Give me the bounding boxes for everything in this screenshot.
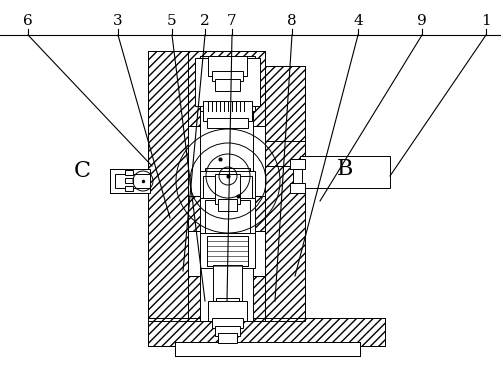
Text: 3: 3 (113, 14, 123, 28)
Bar (265, 66, 305, 166)
Bar (199, 233, 255, 268)
Bar (218, 306, 235, 318)
Bar (148, 51, 188, 321)
Text: 7: 7 (227, 14, 236, 28)
Bar (148, 51, 188, 321)
Bar (211, 71, 242, 81)
Bar (290, 183, 305, 193)
Bar (293, 159, 302, 193)
Bar (125, 186, 133, 191)
Bar (217, 333, 236, 343)
Bar (206, 236, 247, 266)
Text: 6: 6 (23, 14, 33, 28)
Bar (199, 198, 255, 236)
Bar (204, 200, 249, 234)
Text: 2: 2 (200, 14, 209, 28)
Bar (188, 196, 265, 231)
Bar (265, 141, 305, 321)
Bar (214, 79, 239, 91)
Bar (188, 196, 265, 231)
Text: 5: 5 (167, 14, 176, 28)
Bar (212, 265, 241, 301)
Bar (217, 199, 236, 211)
Bar (110, 169, 125, 193)
Text: 4: 4 (352, 14, 362, 28)
Bar (239, 176, 252, 198)
Bar (188, 276, 265, 321)
Bar (188, 51, 265, 126)
Bar (300, 156, 389, 188)
Bar (202, 176, 214, 198)
Bar (115, 174, 150, 188)
Bar (206, 118, 247, 128)
Bar (148, 318, 384, 346)
Text: C: C (73, 160, 90, 182)
Bar (215, 298, 238, 308)
Bar (148, 318, 384, 346)
Bar (211, 318, 242, 328)
Text: 8: 8 (287, 14, 296, 28)
Bar (194, 58, 260, 106)
Bar (265, 66, 305, 166)
Bar (207, 56, 246, 76)
Bar (188, 276, 265, 321)
Bar (110, 169, 125, 193)
Bar (214, 174, 239, 204)
Text: 1: 1 (480, 14, 490, 28)
Bar (199, 56, 255, 111)
Bar (214, 326, 239, 336)
Bar (125, 178, 133, 183)
Bar (125, 170, 133, 175)
Bar (202, 101, 252, 121)
Bar (110, 169, 150, 193)
Bar (175, 342, 359, 356)
Text: B: B (336, 158, 353, 180)
Bar (199, 56, 253, 321)
Bar (199, 171, 255, 201)
Text: 9: 9 (416, 14, 426, 28)
Bar (290, 159, 305, 169)
Bar (204, 168, 249, 208)
Bar (265, 141, 305, 321)
Bar (188, 51, 265, 126)
Bar (207, 301, 246, 321)
